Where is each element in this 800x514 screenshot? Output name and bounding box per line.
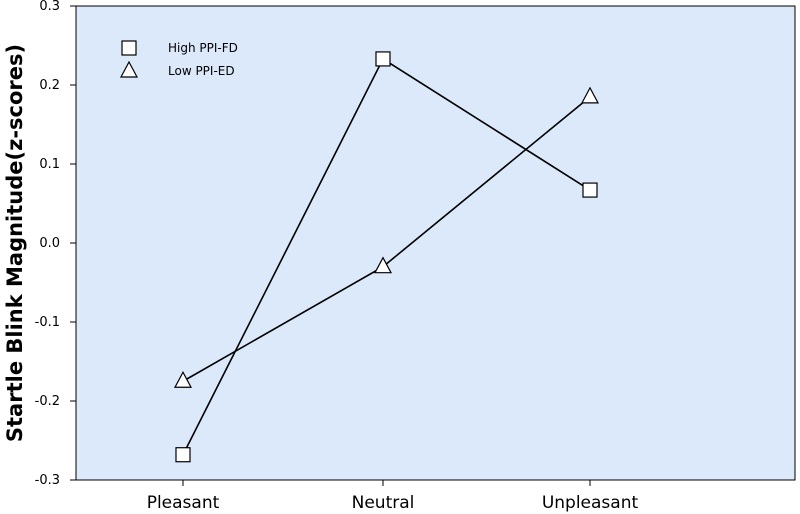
data-point-square [375,51,391,67]
legend-marker-square [121,40,137,56]
plot-area [75,5,796,481]
y-tick-label: 0.2 [39,78,60,93]
legend-label: High PPI-FD [168,41,238,55]
data-point-triangle [374,256,392,274]
data-point-square [582,182,598,198]
x-tick-label: Pleasant [147,493,220,513]
y-tick-label: 0.0 [39,236,60,251]
y-tick-label: 0.1 [39,157,60,172]
y-tick-label: -0.1 [35,315,60,330]
legend-marker-triangle [120,60,138,78]
series-high [175,51,598,463]
legend: High PPI-FD Low PPI-ED [120,40,238,78]
x-tick-label: Neutral [352,493,415,513]
y-tick-label: -0.2 [35,394,60,409]
y-tick-label: -0.3 [35,473,60,488]
series-layer [174,51,599,463]
y-axis-title: Startle Blink Magnitude(z-scores) [3,44,27,442]
data-point-square [175,447,191,463]
legend-label: Low PPI-ED [168,64,235,78]
series-low [174,86,599,388]
data-point-triangle [581,86,599,104]
y-tick-label: 0.3 [39,0,60,14]
x-axis: Pleasant Neutral Unpleasant [147,480,639,513]
y-axis: -0.3 -0.2 -0.1 0.0 0.1 0.2 0.3 [35,0,76,488]
x-tick-label: Unpleasant [542,493,639,513]
data-point-triangle [174,370,192,388]
